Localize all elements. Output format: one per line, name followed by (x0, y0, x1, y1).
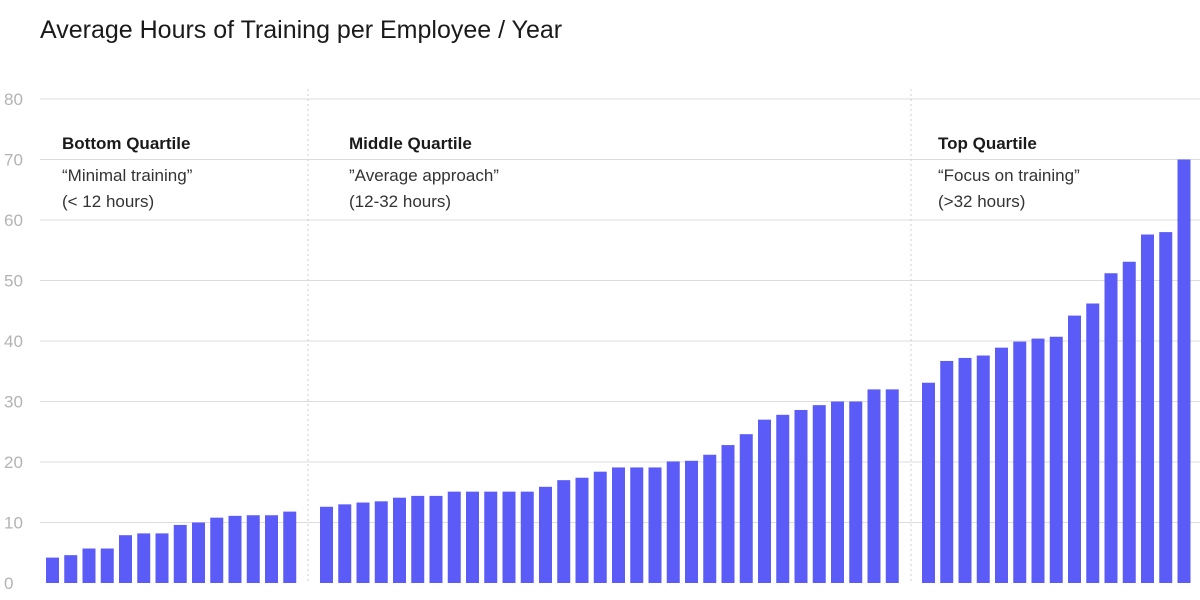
quartile-quote: ”Average approach” (349, 166, 499, 185)
y-tick-label: 50 (4, 272, 23, 291)
bar (812, 405, 826, 583)
bars (46, 159, 1191, 583)
y-tick-label: 60 (4, 211, 23, 230)
bar (246, 515, 260, 583)
y-tick-label: 10 (4, 514, 23, 533)
bar (119, 535, 132, 583)
bar (685, 460, 698, 583)
bar (283, 511, 297, 583)
bar (1159, 232, 1173, 583)
bar (192, 522, 205, 583)
bar (539, 486, 552, 583)
bar (64, 555, 78, 583)
bar (557, 480, 571, 583)
quartile-title: Middle Quartile (349, 134, 472, 153)
bottom-quartile-label: Bottom Quartile “Minimal training” (< 12… (62, 134, 193, 211)
bar (1104, 273, 1118, 583)
bar (648, 467, 662, 583)
bar (393, 497, 406, 583)
bar (137, 533, 151, 583)
bar (739, 434, 753, 583)
y-tick-label: 40 (4, 332, 23, 351)
bar (228, 515, 242, 583)
bar (1177, 159, 1191, 583)
y-tick-label: 30 (4, 393, 23, 412)
bar (374, 501, 388, 583)
quartile-quote: “Minimal training” (62, 166, 193, 185)
bar (338, 504, 352, 583)
chart-title: Average Hours of Training per Employee /… (40, 16, 563, 44)
bar (100, 548, 114, 583)
bar (484, 491, 498, 583)
quartile-range: (< 12 hours) (62, 192, 154, 211)
bar (976, 355, 990, 583)
bar (1141, 234, 1154, 583)
bar (703, 454, 717, 583)
bar (575, 477, 589, 583)
top-quartile-label: Top Quartile “Focus on training” (>32 ho… (938, 134, 1080, 211)
bar (411, 495, 425, 583)
bar (849, 401, 863, 583)
bar (758, 419, 771, 583)
bar (593, 471, 607, 583)
y-tick-label: 70 (4, 151, 23, 170)
bar (776, 414, 790, 583)
bar (1031, 338, 1045, 583)
bar (1086, 303, 1100, 583)
bar (173, 524, 187, 583)
bar (666, 461, 680, 583)
bar (958, 357, 972, 583)
bar (155, 533, 169, 583)
bar (429, 495, 443, 583)
bar (466, 491, 479, 583)
quartile-range: (12-32 hours) (349, 192, 451, 211)
quartile-dividers (307, 89, 912, 583)
quartile-range: (>32 hours) (938, 192, 1025, 211)
bar (831, 401, 844, 583)
bar (867, 389, 881, 583)
bar (356, 502, 370, 583)
bar (502, 491, 516, 583)
bar (82, 548, 96, 583)
bar (940, 360, 954, 583)
bar (520, 491, 534, 583)
quartile-quote: “Focus on training” (938, 166, 1080, 185)
quartile-title: Top Quartile (938, 134, 1037, 153)
bar (1049, 336, 1063, 583)
bar (1122, 261, 1136, 583)
bar (447, 491, 461, 583)
middle-quartile-label: Middle Quartile ”Average approach” (12-3… (349, 134, 499, 211)
bar (265, 515, 278, 583)
bar (46, 557, 59, 583)
bar (885, 389, 899, 583)
bar (1013, 341, 1027, 583)
y-axis-ticks: 0 10 20 30 40 50 60 70 80 (4, 90, 23, 593)
bar (1068, 315, 1081, 583)
bar (612, 467, 625, 583)
y-tick-label: 80 (4, 90, 23, 109)
bar (630, 467, 644, 583)
bar (721, 445, 735, 583)
bar (794, 409, 808, 583)
quartile-title: Bottom Quartile (62, 134, 190, 153)
y-tick-label: 20 (4, 453, 23, 472)
bar (995, 347, 1008, 583)
y-tick-label: 0 (4, 574, 13, 593)
bar (922, 382, 935, 583)
bar (320, 506, 333, 583)
bar (210, 517, 224, 583)
